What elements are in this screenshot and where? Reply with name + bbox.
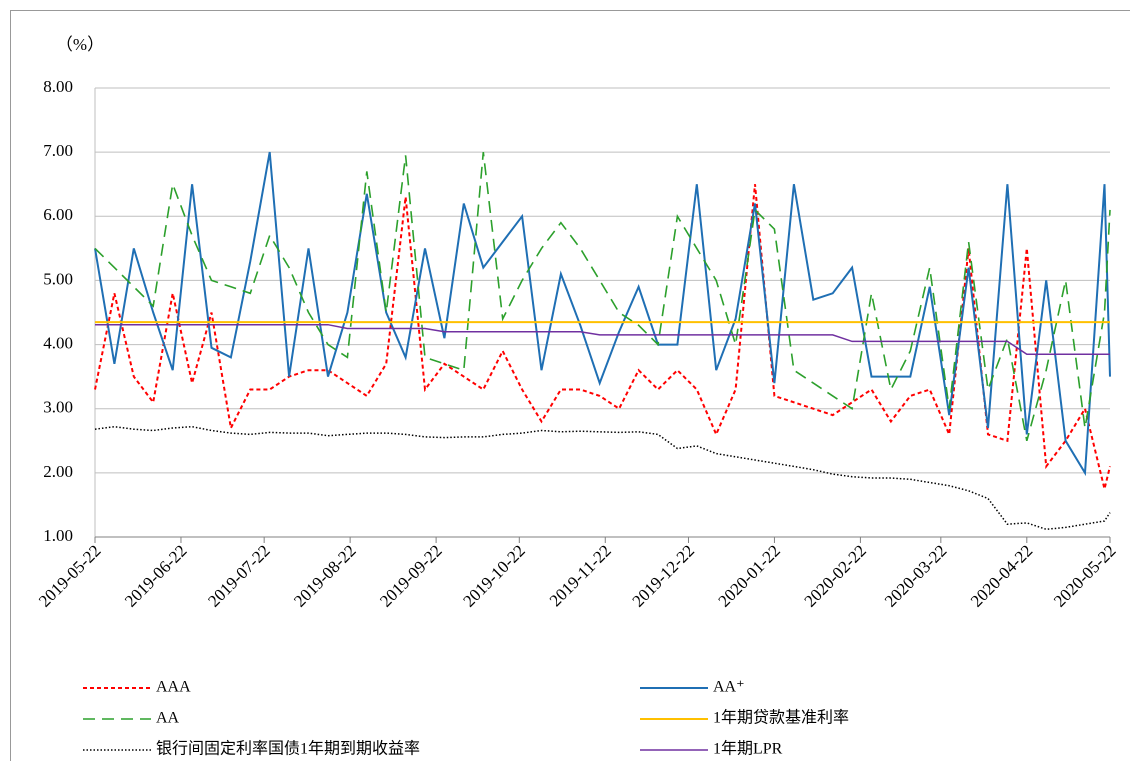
- y-tick-label: 5.00: [43, 269, 73, 288]
- legend-label: AAA: [156, 679, 191, 696]
- series-line: [94, 151, 1111, 477]
- series-line: [94, 425, 1111, 531]
- y-axis-label: （%）: [56, 35, 104, 54]
- legend-label: 1年期LPR: [713, 740, 783, 758]
- x-tick-label: 2019-05-22: [35, 541, 105, 611]
- x-tick-label: 2020-04-22: [967, 541, 1037, 611]
- chart-frame: [10, 10, 1130, 761]
- x-tick-label: 2020-05-22: [1050, 541, 1120, 611]
- y-tick-label: 6.00: [43, 205, 73, 224]
- series-line: [95, 323, 1110, 355]
- legend-label: 1年期贷款基准利率: [713, 709, 849, 727]
- y-tick-label: 4.00: [43, 333, 73, 352]
- series-line: [94, 152, 1111, 442]
- x-tick-label: 2019-08-22: [290, 541, 360, 611]
- x-tick-label: 2019-07-22: [204, 541, 274, 611]
- legend-label: AA⁺: [713, 679, 745, 696]
- x-tick-label: 2020-03-22: [881, 541, 951, 611]
- x-tick-label: 2019-11-22: [546, 541, 615, 610]
- legend-label: AA: [156, 710, 180, 727]
- y-tick-label: 7.00: [43, 141, 73, 160]
- x-tick-label: 2019-10-22: [459, 541, 529, 611]
- x-tick-label: 2019-06-22: [121, 541, 191, 611]
- legend-label: 银行间固定利率国债1年期到期收益率: [156, 740, 420, 758]
- x-tick-label: 2019-12-22: [629, 541, 699, 611]
- x-tick-label: 2020-02-22: [800, 541, 870, 611]
- x-tick-label: 2019-09-22: [376, 541, 446, 611]
- y-tick-label: 8.00: [43, 77, 73, 96]
- y-tick-label: 1.00: [43, 526, 73, 545]
- y-tick-label: 3.00: [43, 398, 73, 417]
- series-line: [94, 184, 1111, 490]
- x-tick-label: 2020-01-22: [715, 541, 785, 611]
- y-tick-label: 2.00: [43, 462, 73, 481]
